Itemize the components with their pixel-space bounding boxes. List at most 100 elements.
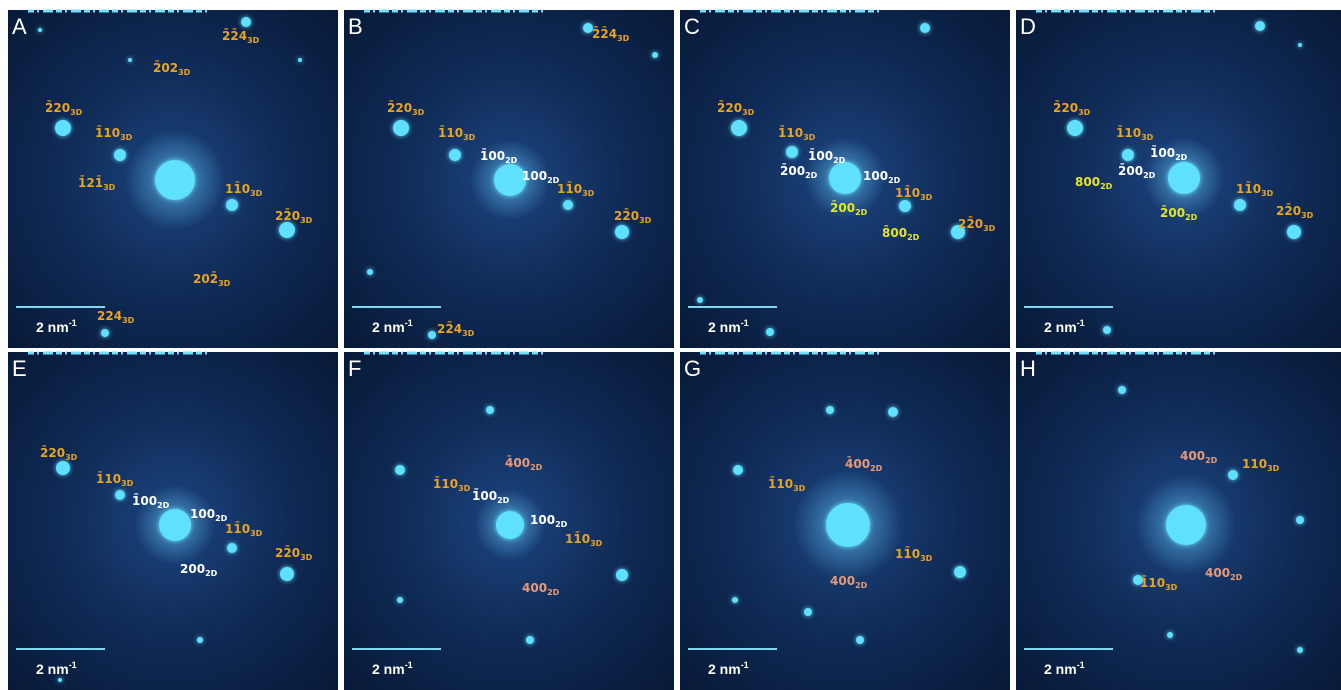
miller-index: 4̄00 (505, 455, 530, 470)
diffraction-spot (428, 331, 436, 339)
miller-index: 2̄00 (780, 163, 805, 178)
index-subscript: 2D (855, 581, 868, 590)
diffraction-spot (1168, 162, 1200, 194)
index-subscript: 2D (555, 520, 568, 529)
index-subscript: 2D (1143, 171, 1156, 180)
index-subscript: 3D (1078, 108, 1091, 117)
miller-index: 400 (522, 581, 547, 595)
panel: F2 nm-14̄002D1̄103D1̄002D1002D11̄03D4002… (344, 352, 674, 690)
diffraction-spot (563, 200, 573, 210)
scale-exponent: -1 (741, 660, 749, 670)
miller-index: 1̄10 (433, 476, 458, 491)
miller-index: 1̄10 (1140, 575, 1165, 590)
index-subscript: 2D (870, 464, 883, 473)
miller-index: 110 (1242, 457, 1267, 471)
index-subscript: 3D (639, 216, 652, 225)
diffraction-spot (733, 465, 743, 475)
diffraction-spot (1296, 516, 1304, 524)
miller-index: 2̄20 (717, 100, 742, 115)
scale-unit: 2 nm (708, 319, 741, 335)
panel: D2 nm-12̄203D1̄103D1̄002D8002D2̄002D2̄00… (1016, 10, 1341, 348)
index-subscript: 2D (547, 588, 560, 597)
index-subscript: 3D (463, 133, 476, 142)
miller-index: 1̄10 (1116, 125, 1141, 140)
index-subscript: 3D (590, 539, 603, 548)
miller-index: 200 (180, 562, 205, 576)
miller-index: 100 (530, 513, 555, 527)
index-subscript: 3D (250, 189, 263, 198)
miller-index: 2̄20 (45, 100, 70, 115)
miller-index: 100 (863, 169, 888, 183)
diffraction-spot (280, 567, 294, 581)
miller-index: 224 (97, 309, 122, 323)
diffraction-spot (526, 636, 534, 644)
miller-index: 11̄0 (895, 185, 920, 200)
diffraction-spot (159, 509, 191, 541)
diffraction-spot (1067, 120, 1083, 136)
index-subscript: 3D (300, 553, 313, 562)
miller-index: 1̄00 (480, 148, 505, 163)
index-subscript: 3D (742, 108, 755, 117)
diffraction-spot (856, 636, 864, 644)
diffraction-spot (1287, 225, 1301, 239)
index-subscript: 2D (805, 171, 818, 180)
miller-index: 1̄10 (778, 125, 803, 140)
panel-letter: H (1020, 356, 1036, 381)
miller-index: 1̄00 (132, 493, 157, 508)
diffraction-spot (1297, 647, 1303, 653)
diffraction-spot (731, 120, 747, 136)
index-subscript: 3D (1165, 583, 1178, 592)
diffraction-spot (226, 199, 238, 211)
diffraction-spot (615, 225, 629, 239)
miller-index: 1̄10 (768, 476, 793, 491)
diffraction-spot (56, 461, 70, 475)
diffraction-spot (829, 162, 861, 194)
scale-exponent: -1 (405, 660, 413, 670)
diffraction-spot (920, 23, 930, 33)
index-subscript: 2D (497, 496, 510, 505)
index-subscript: 3D (803, 133, 816, 142)
index-subscript: 3D (103, 183, 116, 192)
scale-unit: 2 nm (1044, 661, 1077, 677)
index-subscript: 3D (1141, 133, 1154, 142)
index-subscript: 3D (920, 193, 933, 202)
diffraction-spot (397, 597, 403, 603)
miller-index: 22̄4 (437, 321, 462, 336)
scale-exponent: -1 (741, 318, 749, 328)
miller-index: 2̄00 (830, 200, 855, 215)
miller-index: 100 (522, 169, 547, 183)
panel-letter: F (348, 356, 361, 381)
diffraction-spot (1118, 386, 1126, 394)
diffraction-spot (114, 149, 126, 161)
miller-index: 11̄0 (225, 521, 250, 536)
panels: A2 nm-12̄2̄43D2̄023D2̄203D1̄103D1̄21̄3D1… (8, 10, 1341, 690)
miller-index: 22̄0 (275, 208, 300, 223)
miller-index: 400 (1180, 449, 1205, 463)
miller-index: 4̄00 (845, 456, 870, 471)
index-subscript: 2D (855, 208, 868, 217)
index-subscript: 3D (582, 189, 595, 198)
diffraction-spot (128, 58, 132, 62)
index-subscript: 3D (300, 216, 313, 225)
diffraction-spot (38, 28, 42, 32)
index-subscript: 2D (1205, 456, 1218, 465)
index-subscript: 2D (1100, 182, 1113, 191)
index-subscript: 2D (530, 463, 543, 472)
panel-letter: G (684, 356, 701, 381)
diffraction-spot (1122, 149, 1134, 161)
miller-index: 8̄00 (882, 225, 907, 240)
panel-letter: A (12, 14, 27, 39)
diffraction-spot (1255, 21, 1265, 31)
index-subscript: 3D (793, 484, 806, 493)
index-subscript: 2D (888, 176, 901, 185)
diffraction-spot (367, 269, 373, 275)
miller-index: 11̄0 (895, 546, 920, 561)
diffraction-spot (899, 200, 911, 212)
diffraction-spot (449, 149, 461, 161)
scale-unit: 2 nm (1044, 319, 1077, 335)
miller-index: 22̄0 (1276, 203, 1301, 218)
index-subscript: 2D (1230, 573, 1243, 582)
index-subscript: 2D (205, 569, 218, 578)
diffraction-spot (155, 160, 195, 200)
diffraction-spot (1103, 326, 1111, 334)
